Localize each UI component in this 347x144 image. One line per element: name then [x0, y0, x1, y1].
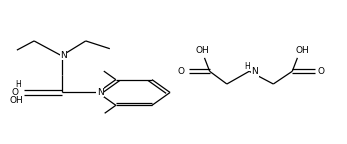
Text: OH: OH: [296, 46, 310, 55]
Text: N: N: [60, 51, 67, 60]
Text: N: N: [97, 88, 103, 97]
Text: OH: OH: [196, 46, 210, 55]
Text: H: H: [15, 80, 21, 89]
Text: N: N: [251, 67, 258, 76]
Text: H: H: [245, 62, 250, 71]
Text: O: O: [317, 67, 324, 76]
Text: OH: OH: [9, 96, 23, 105]
Text: O: O: [12, 88, 19, 97]
Text: O: O: [178, 67, 185, 76]
